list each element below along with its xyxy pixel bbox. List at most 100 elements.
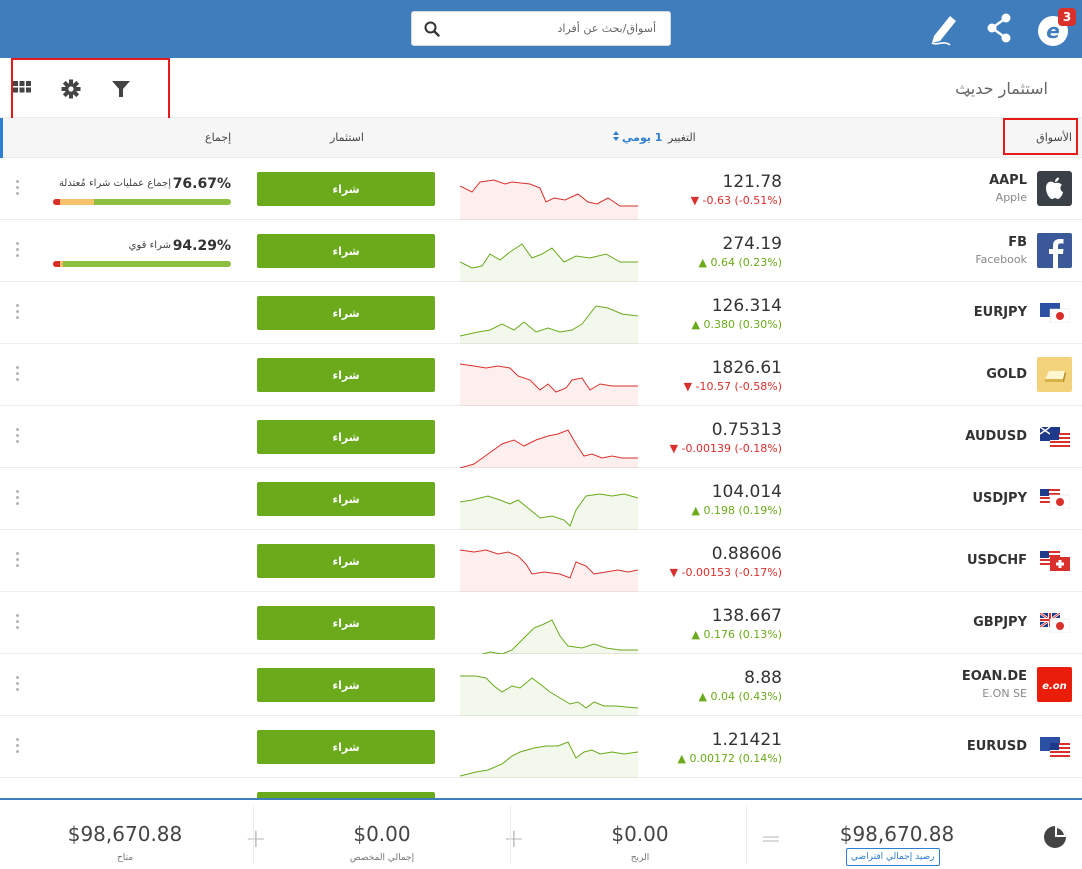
sparkline-chart [460, 493, 638, 534]
price-change-value: 0.176 (0.13%) [703, 628, 782, 641]
table-row[interactable]: شراء 8.88 ▲ 0.04 (0.43%) EOAN.DE E.ON SE e.on [0, 654, 1082, 720]
market-symbol[interactable]: EURJPY [973, 305, 1027, 320]
column-sentiment: إجماع [205, 131, 232, 144]
more-options-icon[interactable] [14, 242, 22, 260]
facebook-logo-icon [1037, 233, 1072, 268]
buy-button[interactable]: شراء [257, 668, 435, 702]
triangle-down-icon: ▼ [690, 194, 700, 207]
search-icon[interactable] [424, 21, 440, 41]
watchlist-header [0, 58, 1082, 118]
more-options-icon[interactable] [14, 676, 22, 694]
price-value: 0.75313 [711, 420, 782, 440]
balance-value: $98,670.88 [839, 822, 955, 846]
sparkline-chart [460, 243, 638, 286]
gold-bar-icon [1037, 357, 1072, 392]
more-options-icon[interactable] [14, 738, 22, 756]
pie-chart-icon[interactable] [1042, 824, 1068, 854]
sparkline-chart [460, 429, 638, 472]
sentiment-neutral-segment [60, 199, 95, 205]
watchlist-title[interactable]: استثمار حديث [955, 79, 1048, 98]
column-change[interactable]: التغيير [668, 131, 696, 144]
equals-sign: = [760, 824, 782, 854]
sparkline-chart [460, 549, 638, 596]
table-row[interactable] [0, 778, 1082, 798]
sparkline-chart [460, 363, 638, 410]
more-options-icon[interactable] [14, 490, 22, 508]
share-icon[interactable] [985, 10, 1013, 50]
buy-button[interactable]: شراء [257, 358, 435, 392]
divider [253, 806, 254, 864]
filter-icon[interactable] [110, 78, 132, 104]
more-options-icon[interactable] [14, 304, 22, 322]
table-row[interactable]: شراء 121.78 ▼ -0.63 (-0.51%) AAPL Apple 76.67… [0, 158, 1082, 224]
settings-gear-icon[interactable] [60, 78, 82, 104]
buy-button[interactable]: شراء [257, 420, 435, 454]
table-row[interactable]: شراء 104.014 ▲ 0.198 (0.19%) USDJPY [0, 468, 1082, 534]
grid-view-icon[interactable] [11, 78, 33, 102]
notification-badge: 3 [1058, 8, 1076, 26]
column-markets[interactable]: الأسواق [1036, 131, 1072, 144]
market-symbol[interactable]: EURUSD [966, 739, 1027, 754]
search-input[interactable]: أسواق/بحث عن أفراد [411, 11, 671, 46]
sparkline-chart [460, 741, 638, 782]
sentiment-label: إجماع عمليات شراء مُعتدلة [58, 178, 171, 189]
more-options-icon[interactable] [14, 614, 22, 632]
balance-label[interactable]: رصيد إجمالي افتراضي [846, 848, 940, 866]
chevron-down-icon[interactable] [961, 84, 973, 103]
market-symbol[interactable]: GOLD [986, 367, 1027, 382]
highlight-box-tools [11, 58, 170, 120]
table-row[interactable]: شراء 138.667 ▲ 0.176 (0.13%) GBPJPY [0, 592, 1082, 658]
more-options-icon[interactable] [14, 552, 22, 570]
gb-jp-flag-icon [1039, 611, 1071, 634]
sparkline-chart [460, 179, 638, 224]
edit-pencil-icon[interactable] [926, 10, 960, 52]
price-value: 121.78 [722, 172, 782, 192]
buy-button[interactable] [257, 792, 435, 798]
market-symbol[interactable]: AAPL [989, 173, 1027, 188]
price-change: ▲ 0.380 (0.30%) [692, 318, 782, 331]
table-row[interactable]: شراء 1.21421 ▲ 0.00172 (0.14%) EURUSD [0, 716, 1082, 782]
market-symbol[interactable]: GBPJPY [973, 615, 1027, 630]
table-row[interactable]: شراء 0.75313 ▼ -0.00139 (-0.18%) AUDUSD [0, 406, 1082, 472]
price-value: 274.19 [722, 234, 782, 254]
market-symbol[interactable]: USDJPY [972, 491, 1028, 506]
profit-label: الربح [630, 853, 650, 863]
buy-button[interactable]: شراء [257, 544, 435, 578]
market-symbol[interactable]: FB [1008, 235, 1027, 250]
table-row[interactable]: شراء 274.19 ▲ 0.64 (0.23%) FB Facebook 94.29%… [0, 220, 1082, 286]
market-symbol[interactable]: AUDUSD [965, 429, 1027, 444]
price-change: ▼ -10.57 (-0.58%) [684, 380, 782, 393]
market-symbol[interactable]: USDCHF [966, 553, 1027, 568]
triangle-up-icon: ▲ [698, 256, 707, 269]
price-change: ▲ 0.64 (0.23%) [699, 256, 783, 269]
sentiment-bar [53, 261, 231, 267]
sort-arrows-icon[interactable] [612, 130, 620, 145]
buy-button[interactable]: شراء [257, 296, 435, 330]
period-selector[interactable]: 1 يومي [622, 131, 663, 144]
search-placeholder: أسواق/بحث عن أفراد [557, 22, 656, 35]
buy-button[interactable]: شراء [257, 234, 435, 268]
triangle-up-icon: ▲ [691, 504, 700, 517]
us-ch-flag-icon [1040, 551, 1070, 571]
more-options-icon[interactable] [14, 428, 22, 446]
price-change-value: -0.00153 (-0.17%) [681, 566, 782, 579]
table-row[interactable]: شراء 126.314 ▲ 0.380 (0.30%) EURJPY [0, 282, 1082, 348]
table-row[interactable]: شراء 1826.61 ▼ -10.57 (-0.58%) GOLD [0, 344, 1082, 410]
buy-button[interactable]: شراء [257, 482, 435, 516]
etoro-logo-button[interactable]: e 3 [1036, 8, 1076, 48]
more-options-icon[interactable] [14, 180, 22, 198]
divider [510, 806, 511, 864]
available-value: $98,670.88 [67, 822, 183, 846]
plus-sign: + [503, 824, 525, 854]
table-row[interactable]: شراء 0.88606 ▼ -0.00153 (-0.17%) USDCHF [0, 530, 1082, 596]
triangle-up-icon: ▲ [691, 318, 700, 331]
buy-button[interactable]: شراء [257, 172, 435, 206]
triangle-up-icon: ▲ [677, 752, 686, 765]
price-change-value: 0.198 (0.19%) [703, 504, 782, 517]
more-options-icon[interactable] [14, 366, 22, 384]
buy-button[interactable]: شراء [257, 730, 435, 764]
table-header: الأسواق التغيير 1 يومي استثمار إجماع [0, 118, 1082, 158]
market-symbol[interactable]: EOAN.DE [961, 669, 1027, 684]
sparkline-chart [460, 619, 638, 658]
buy-button[interactable]: شراء [257, 606, 435, 640]
